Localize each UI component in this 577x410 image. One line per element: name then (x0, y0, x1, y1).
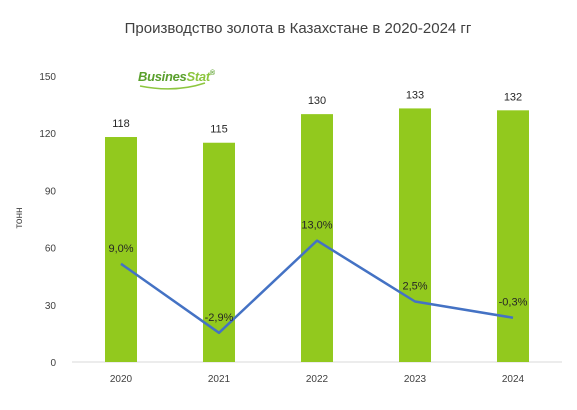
logo-text-part1: Busines (138, 69, 187, 84)
x-axis-ticks: 2020 2021 2022 2023 2024 (110, 374, 525, 385)
chart-title: Производство золота в Казахстане в 2020-… (125, 20, 472, 37)
growth-value-label: 2,5% (402, 281, 427, 293)
y-axis-label: тонн (14, 207, 25, 228)
growth-value-label: -2,9% (205, 312, 234, 324)
y-tick-label: 120 (39, 129, 56, 140)
bar-value-label: 118 (112, 118, 130, 130)
businesstat-logo: BusinesStat® (138, 69, 216, 89)
x-tick-label: 2023 (404, 374, 427, 385)
logo-text-part2: Stat (186, 69, 210, 84)
growth-value-label: 9,0% (108, 243, 133, 255)
x-tick-label: 2020 (110, 374, 133, 385)
x-tick-label: 2022 (306, 374, 329, 385)
bar-value-label: 130 (308, 95, 326, 107)
y-tick-label: 90 (45, 186, 57, 197)
y-tick-label: 60 (45, 244, 57, 255)
x-tick-label: 2021 (208, 374, 231, 385)
bar (301, 114, 333, 362)
growth-value-label: 13,0% (301, 220, 332, 232)
bar (399, 108, 431, 362)
growth-value-label: -0,3% (499, 297, 528, 309)
y-tick-label: 0 (50, 358, 56, 369)
y-axis-ticks: 0 30 60 90 120 150 (39, 72, 56, 369)
bars-group (105, 108, 529, 362)
logo-registered-mark: ® (210, 69, 216, 77)
y-tick-label: 30 (45, 301, 57, 312)
svg-text:BusinesStat®: BusinesStat® (138, 69, 216, 84)
bar-value-label: 115 (210, 124, 228, 136)
bar-value-label: 132 (504, 91, 522, 103)
bar-value-label: 133 (406, 89, 424, 101)
bar (203, 143, 235, 362)
y-tick-label: 150 (39, 72, 56, 83)
bar (497, 110, 529, 362)
x-tick-label: 2024 (502, 374, 525, 385)
